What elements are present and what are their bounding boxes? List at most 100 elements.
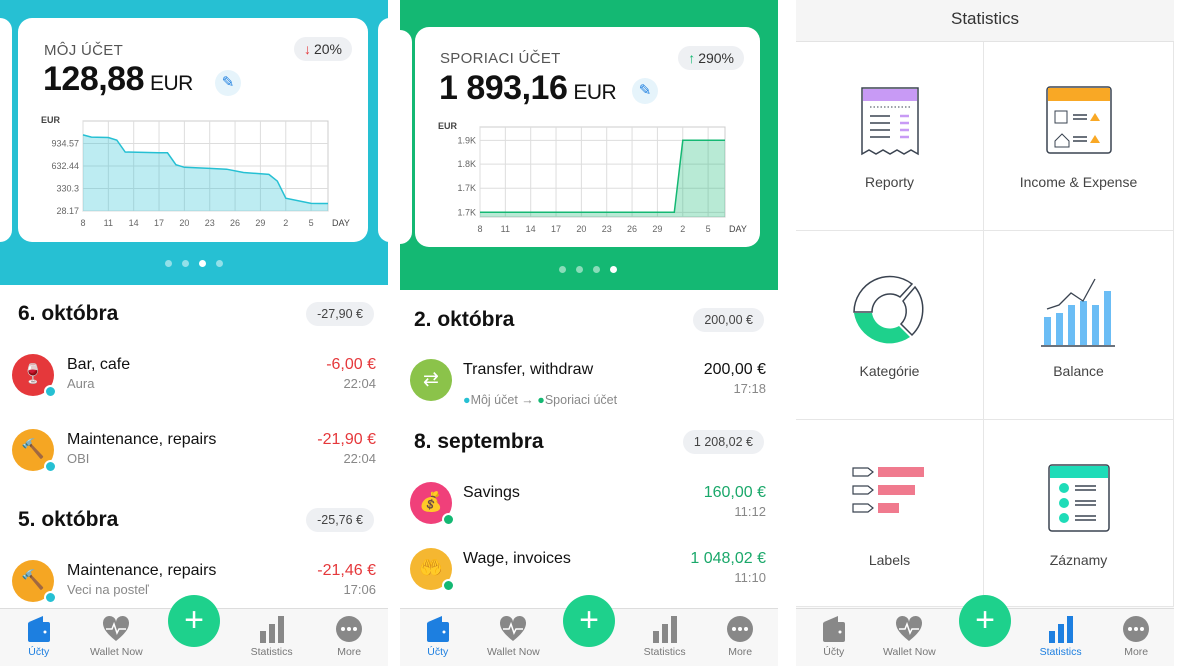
account-card[interactable]: MÔJ ÚČET ↓ 20% 128,88 EUR ✎ 8 11 14 17 20 23 26 2… [18,18,368,242]
nav-accounts[interactable]: Účty [4,615,74,658]
nav-statistics[interactable]: Statistics [237,615,307,658]
account-carousel[interactable]: MÔJ ÚČET ↓ 20% 128,88 EUR ✎ 8 11 14 17 20 23 26 2… [0,0,388,285]
y-tick-label: 934.57 [51,138,79,148]
prev-card[interactable] [0,18,12,242]
edit-pencil-icon[interactable]: ✎ [632,78,658,104]
nav-label: Statistics [643,646,686,658]
day-total: -27,90 € [306,302,374,326]
series-area [480,140,725,217]
y-tick-label: 632.44 [51,161,79,171]
transaction-row[interactable]: ⇄ Transfer, withdraw ●Môj účet → ●Sporia… [400,359,778,419]
nav-wallet-now[interactable]: Wallet Now [874,615,944,658]
add-record-button[interactable]: + [959,595,1011,647]
transaction-note: Veci na posteľ [67,582,149,597]
x-tick-label: 29 [652,224,662,234]
nav-accounts[interactable]: Účty [403,615,473,658]
nav-label: Wallet Now [90,646,143,658]
transaction-row[interactable]: 🍷 Bar, cafe Aura -6,00 € 22:04 [0,354,388,414]
transaction-amount: -21,90 € [317,431,376,448]
bar-chart-icon [237,615,307,643]
transaction-time: 17:06 [343,582,376,597]
x-tick-label: 26 [627,224,637,234]
x-tick-label: 8 [80,218,85,228]
nav-statistics[interactable]: Statistics [1026,615,1096,658]
currency: EUR [573,81,617,104]
plus-icon: + [579,601,599,639]
date-header: 6. októbra [18,302,119,325]
tile-reporty[interactable]: Reporty [796,42,984,231]
account-card[interactable]: SPORIACI ÚČET ↑ 290% 1 893,16 EUR ✎ 8 11 14 1… [415,27,760,247]
accounts-screen-2: SPORIACI ÚČET ↑ 290% 1 893,16 EUR ✎ 8 11 14 1… [400,0,778,666]
transaction-row[interactable]: 🔨 Maintenance, repairs Veci na posteľ -2… [0,560,388,620]
transaction-row[interactable]: 🤲 Wage, invoices 1 048,02 € 11:10 [400,548,778,608]
y-tick-label: 330.3 [56,184,79,194]
x-tick-label: 17 [154,218,164,228]
account-name: MÔJ ÚČET [44,42,124,59]
nav-wallet-now[interactable]: Wallet Now [81,615,151,658]
records-list-icon [1047,464,1110,532]
x-tick-label: 17 [551,224,561,234]
tile-kategorie[interactable]: Kategórie [796,231,984,420]
edit-pencil-icon[interactable]: ✎ [215,70,241,96]
date-header: 2. októbra [414,308,515,331]
nav-accounts[interactable]: Účty [799,615,869,658]
transaction-time: 11:10 [734,570,766,585]
tile-label: Reporty [864,174,915,190]
nav-more[interactable]: More [705,615,775,658]
nav-label: Wallet Now [883,646,936,658]
day-total: 1 208,02 € [682,430,764,454]
transaction-row[interactable]: 🔨 Maintenance, repairs OBI -21,90 € 22:0… [0,429,388,489]
nav-statistics[interactable]: Statistics [630,615,700,658]
nav-more[interactable]: More [1101,615,1171,658]
transaction-category: Maintenance, repairs [67,431,217,448]
transaction-category: Savings [463,484,520,501]
y-tick-label: 1.8K [457,159,476,169]
y-tick-label: 1.7K [457,207,476,217]
nav-label: Statistics [250,646,293,658]
account-carousel[interactable]: SPORIACI ÚČET ↑ 290% 1 893,16 EUR ✎ 8 11 14 1… [400,0,778,290]
money-bag-icon: 💰 [410,482,455,526]
transaction-amount: 200,00 € [703,361,766,378]
more-dots-icon [705,615,775,643]
series-line [480,139,725,214]
more-dots-icon [314,615,384,643]
add-record-button[interactable]: + [168,595,220,647]
wallet-icon [799,615,869,643]
nav-label: More [337,646,362,658]
nav-wallet-now[interactable]: Wallet Now [478,615,548,658]
transaction-time: 22:04 [343,451,376,466]
prev-card[interactable] [400,30,412,244]
bar-chart-icon [1026,615,1096,643]
hand-coin-icon: 🤲 [410,548,455,592]
nav-more[interactable]: More [314,615,384,658]
transaction-row[interactable]: 💰 Savings 160,00 € 11:12 [400,482,778,542]
heartbeat-icon [81,615,151,643]
nav-label: Statistics [1039,646,1082,658]
add-record-button[interactable]: + [563,595,615,647]
heartbeat-icon [874,615,944,643]
x-tick-label: 29 [255,218,265,228]
tile-zaznamy[interactable]: Záznamy [984,420,1174,607]
balance-value: 128,88 [43,60,145,98]
plus-icon: + [975,601,995,639]
x-tick-label: 11 [104,218,113,228]
tile-labels[interactable]: Labels [796,420,984,607]
nav-label: Účty [823,646,845,658]
transaction-time: 22:04 [343,376,376,391]
transaction-amount: -21,46 € [317,562,376,579]
x-tick-label: 8 [477,224,482,234]
next-card[interactable] [378,18,388,242]
x-tick-label: 23 [602,224,612,234]
transaction-category: Wage, invoices [463,550,571,567]
bottom-nav: Účty Wallet Now Statistics More + [796,595,1174,666]
bottom-nav: Účty Wallet Now Statistics More + [0,595,388,666]
x-tick-label: 20 [576,224,586,234]
labels-icon [851,467,924,513]
wallet-icon [4,615,74,643]
tile-balance[interactable]: Balance [984,231,1174,420]
accounts-screen-1: MÔJ ÚČET ↓ 20% 128,88 EUR ✎ 8 11 14 17 20 23 26 2… [0,0,388,666]
change-badge: ↑ 290% [678,46,744,70]
account-name: SPORIACI ÚČET [440,50,561,67]
tile-income-expense[interactable]: Income & Expense [984,42,1174,231]
y-tick-label: 1.9K [457,135,476,145]
